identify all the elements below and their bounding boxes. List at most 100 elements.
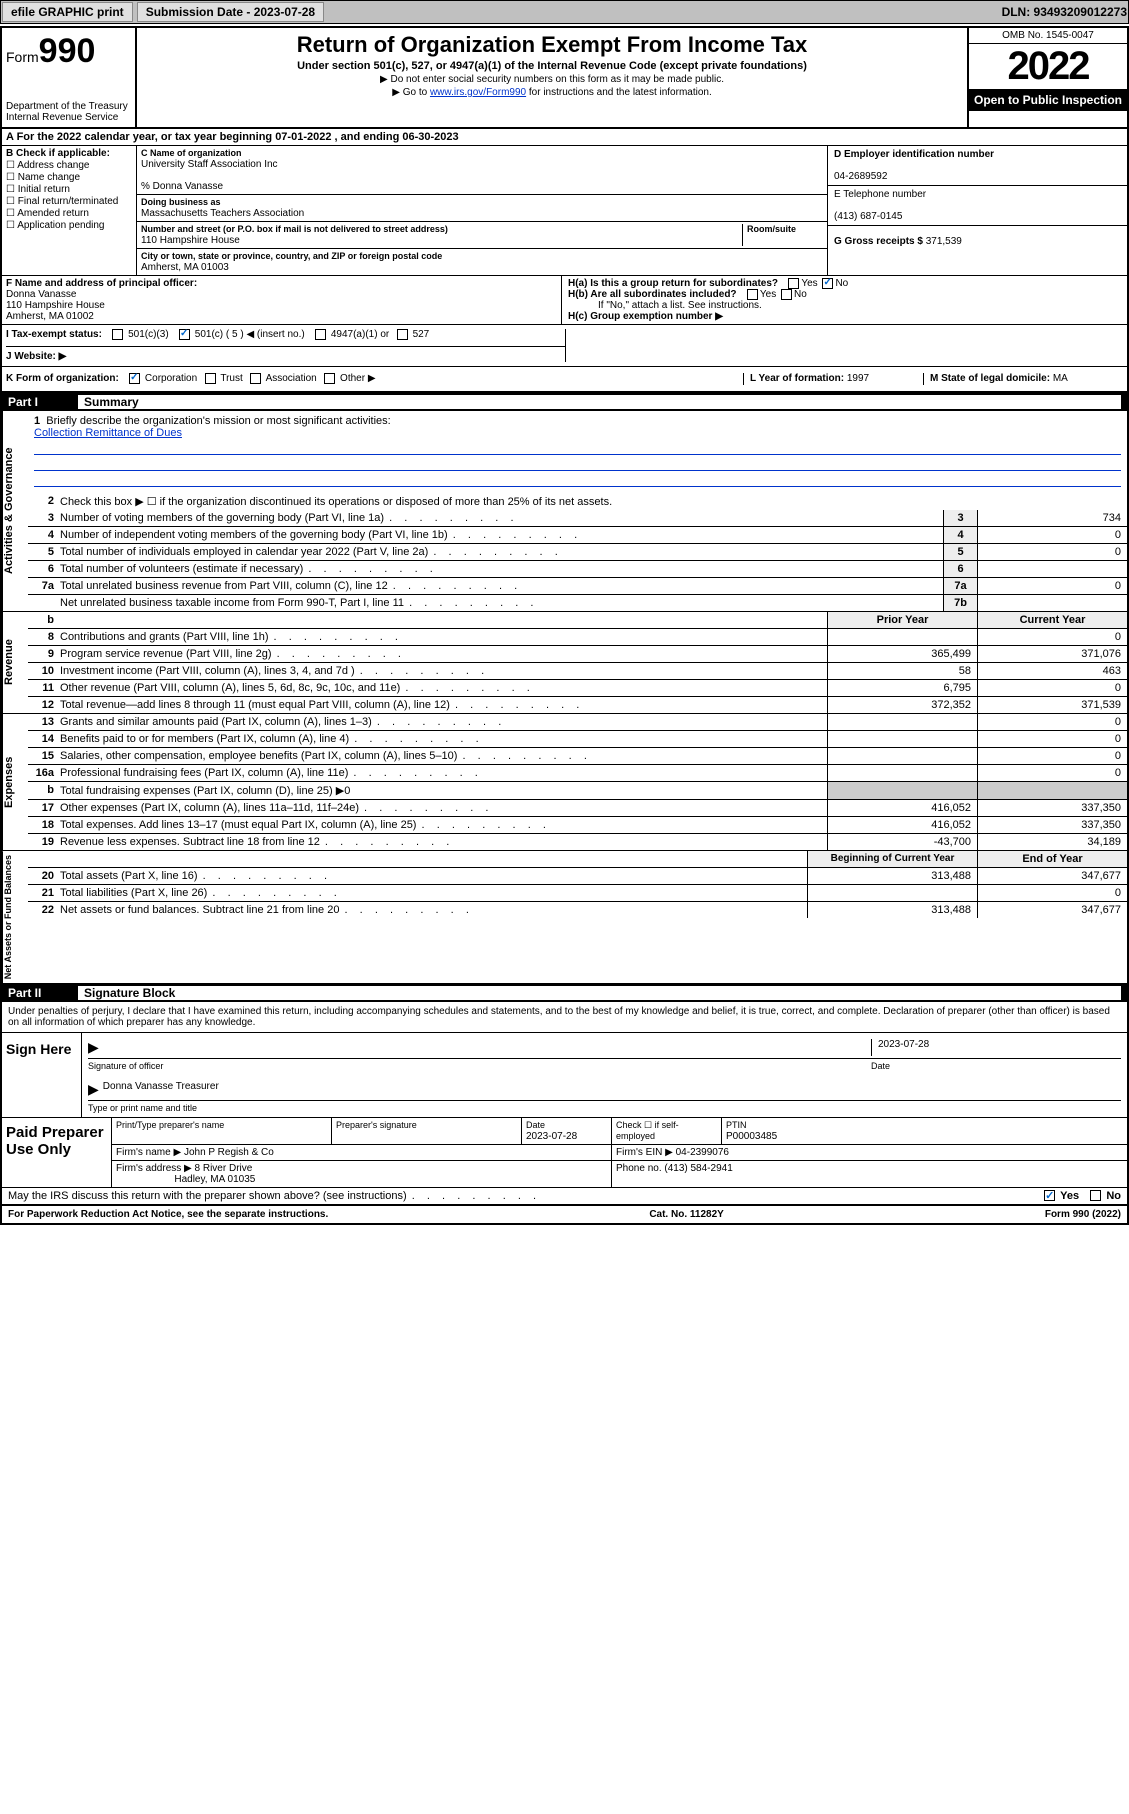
sign-arrow-icon: ▶	[88, 1039, 99, 1056]
submission-date-button[interactable]: Submission Date - 2023-07-28	[137, 2, 324, 22]
ein-label: D Employer identification number	[834, 149, 994, 160]
row-i: I Tax-exempt status: 501(c)(3) 501(c) ( …	[2, 325, 1127, 367]
chk-501c[interactable]	[179, 329, 190, 340]
na-prior-hdr: Beginning of Current Year	[807, 851, 977, 867]
form-header: Form990 Department of the Treasury Inter…	[2, 28, 1127, 129]
officer-name: Donna Vanasse	[6, 289, 76, 300]
chk-527[interactable]	[397, 329, 408, 340]
officer-addr1: 110 Hampshire House	[6, 300, 105, 311]
form-990: Form990 Department of the Treasury Inter…	[0, 26, 1129, 1225]
ein-value: 04-2689592	[834, 171, 887, 182]
hb-no[interactable]	[781, 289, 792, 300]
addr-label: Number and street (or P.O. box if mail i…	[141, 224, 448, 234]
top-bar: efile GRAPHIC print Submission Date - 20…	[0, 0, 1129, 24]
vtab-expenses: Expenses	[2, 714, 28, 850]
year-formation-label: L Year of formation:	[750, 373, 847, 384]
may-no[interactable]	[1090, 1190, 1101, 1201]
may-yes[interactable]	[1044, 1190, 1055, 1201]
col-right-de: D Employer identification number 04-2689…	[827, 146, 1127, 275]
chk-4947[interactable]	[315, 329, 326, 340]
sig-officer-label: Signature of officer	[88, 1061, 871, 1071]
hb-label: H(b) Are all subordinates included?	[568, 289, 737, 300]
pp-date-label: Date	[526, 1120, 545, 1130]
vtab-netassets: Net Assets or Fund Balances	[2, 851, 28, 983]
officer-addr2: Amherst, MA 01002	[6, 311, 94, 322]
paid-preparer-label: Paid Preparer Use Only	[2, 1118, 112, 1187]
form-title: Return of Organization Exempt From Incom…	[143, 32, 961, 58]
sig-date: 2023-07-28	[871, 1039, 1121, 1056]
part1-num: Part I	[8, 395, 78, 409]
dba-label: Doing business as	[141, 197, 221, 207]
part2-header: Part II Signature Block	[2, 984, 1127, 1002]
sig-name-label: Type or print name and title	[88, 1103, 1121, 1113]
chk-pending[interactable]: Application pending	[17, 220, 104, 231]
phone-value: (413) 687-0145	[834, 211, 902, 222]
street-address: 110 Hampshire House	[141, 235, 240, 246]
irs-link[interactable]: www.irs.gov/Form990	[430, 87, 526, 98]
org-name-label: C Name of organization	[141, 148, 242, 158]
col-c-org-info: C Name of organization University Staff …	[137, 146, 827, 275]
chk-address[interactable]: Address change	[17, 160, 89, 171]
form-number: 990	[39, 32, 96, 70]
efile-button[interactable]: efile GRAPHIC print	[2, 2, 133, 22]
domicile-state: MA	[1053, 373, 1068, 384]
part2-num: Part II	[8, 986, 78, 1000]
dept-label: Department of the Treasury Internal Reve…	[6, 101, 131, 123]
row-klm: K Form of organization: Corporation Trus…	[2, 367, 1127, 392]
city-label: City or town, state or province, country…	[141, 251, 442, 261]
firm-name-label: Firm's name ▶	[116, 1147, 184, 1158]
public-inspection: Open to Public Inspection	[969, 89, 1127, 111]
tax-year: 2022	[969, 44, 1127, 89]
section-bcde: B Check if applicable: ☐ Address change …	[2, 146, 1127, 276]
website-label: J Website: ▶	[6, 351, 66, 362]
chk-corp[interactable]	[129, 373, 140, 384]
chk-trust[interactable]	[205, 373, 216, 384]
chk-final[interactable]: Final return/terminated	[18, 196, 119, 207]
domicile-label: M State of legal domicile:	[930, 373, 1053, 384]
chk-501c3[interactable]	[112, 329, 123, 340]
city-state-zip: Amherst, MA 01003	[141, 262, 229, 273]
chk-other[interactable]	[324, 373, 335, 384]
current-year-hdr: Current Year	[977, 612, 1127, 628]
ptin-value: P00003485	[726, 1131, 777, 1142]
vtab-governance: Activities & Governance	[2, 411, 28, 611]
firm-ein: 04-2399076	[676, 1147, 729, 1158]
sign-arrow-icon-2: ▶	[88, 1081, 99, 1098]
chk-name[interactable]: Name change	[18, 172, 80, 183]
officer-signed-name: Donna Vanasse Treasurer	[103, 1081, 219, 1098]
firm-phone-label: Phone no.	[616, 1163, 664, 1174]
row-a-tax-year: A For the 2022 calendar year, or tax yea…	[2, 129, 1127, 146]
perjury-declaration: Under penalties of perjury, I declare th…	[2, 1002, 1127, 1033]
note2-pre: ▶ Go to	[392, 87, 430, 98]
omb-number: OMB No. 1545-0047	[969, 28, 1127, 44]
dba-name: Massachusetts Teachers Association	[141, 208, 304, 219]
gross-receipts-value: 371,539	[926, 236, 962, 247]
form-subtitle: Under section 501(c), 527, or 4947(a)(1)…	[143, 60, 961, 72]
part1-revenue: Revenue b Prior Year Current Year 8 Cont…	[2, 612, 1127, 714]
part1-expenses: Expenses 13 Grants and similar amounts p…	[2, 714, 1127, 851]
firm-addr-label: Firm's address ▶	[116, 1163, 195, 1174]
chk-assoc[interactable]	[250, 373, 261, 384]
part1-governance: Activities & Governance 1 Briefly descri…	[2, 411, 1127, 612]
page-footer: For Paperwork Reduction Act Notice, see …	[2, 1205, 1127, 1223]
ha-yes[interactable]	[788, 278, 799, 289]
ha-no[interactable]	[822, 278, 833, 289]
form-org-label: K Form of organization:	[6, 374, 119, 385]
pp-sig-label: Preparer's signature	[336, 1120, 417, 1130]
year-formation: 1997	[847, 373, 869, 384]
firm-phone: (413) 584-2941	[664, 1163, 732, 1174]
na-curr-hdr: End of Year	[977, 851, 1127, 867]
part1-title: Summary	[78, 395, 1121, 409]
vtab-revenue: Revenue	[2, 612, 28, 713]
paid-preparer-section: Paid Preparer Use Only Print/Type prepar…	[2, 1118, 1127, 1188]
hb-yes[interactable]	[747, 289, 758, 300]
col-b-checkboxes: B Check if applicable: ☐ Address change …	[2, 146, 137, 275]
sign-here-label: Sign Here	[2, 1033, 82, 1117]
col-b-label: B Check if applicable:	[6, 148, 110, 159]
chk-initial[interactable]: Initial return	[18, 184, 70, 195]
note2-post: for instructions and the latest informat…	[526, 87, 712, 98]
form-label: Form	[6, 49, 39, 65]
chk-amended[interactable]: Amended return	[17, 208, 89, 219]
tax-exempt-label: I Tax-exempt status:	[6, 329, 102, 340]
part1-header: Part I Summary	[2, 393, 1127, 411]
